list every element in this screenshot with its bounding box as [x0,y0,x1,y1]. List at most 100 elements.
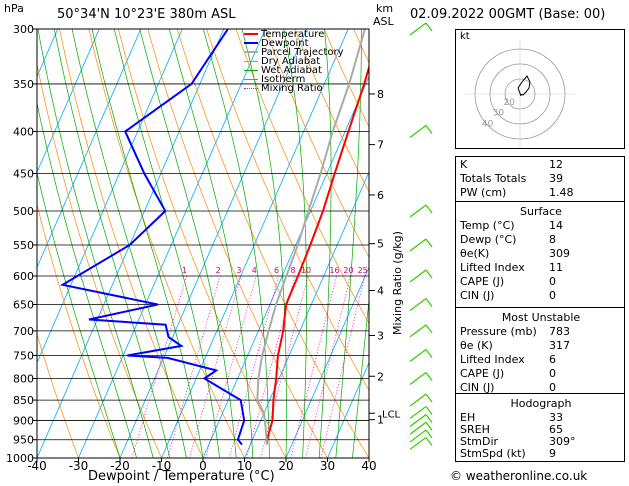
index-label: PW (cm) [460,186,507,199]
parcel-trajectory-line [256,29,366,445]
hodo-param-label: SREH [460,423,490,436]
wind-barb-flag [425,437,433,446]
x-axis-title: Dewpoint / Temperature (°C) [88,469,275,484]
temperature-tick-label: 30 [320,459,335,473]
pressure-tick-label: 800 [13,372,34,385]
height-tick-label: 4 [377,285,384,298]
wind-barb [409,429,427,443]
most-unstable-title: Most Unstable [501,311,581,324]
pressure-tick-label: 600 [13,270,34,283]
mixing-ratio-label: 16 [329,266,339,275]
mu-label: CAPE (J) [460,367,505,380]
index-label: Totals Totals [460,172,527,185]
legend-item-parcel: Parcel Trajectory [244,48,344,58]
surface-value: 0 [549,275,556,288]
temperature-tick-label: -40 [27,459,47,473]
wind-barb-flag [425,421,433,431]
wind-barb [409,393,427,407]
hodo-param-label: StmSpd (kt) [460,447,526,460]
height-tick-label: 2 [377,370,384,383]
wind-barb [409,125,427,138]
wind-barb [409,238,427,252]
hodograph-panel: kt [455,29,625,149]
dry-adiabat-line [294,29,369,193]
pressure-tick-label: 900 [13,414,34,427]
isotherm-line [78,29,266,458]
wind-barb [409,349,427,362]
wind-barb [409,421,427,435]
wind-barb-flag [425,238,433,248]
surface-label: θe(K) [460,247,490,260]
pressure-tick-label: 400 [13,126,34,139]
mu-value: 0 [549,367,556,380]
index-label: K [460,158,468,171]
wind-barb-flag [425,372,433,381]
surface-value: 0 [549,289,556,302]
surface-label: CAPE (J) [460,275,505,288]
height-unit-top: km [376,2,394,15]
height-tick-label: 8 [377,88,384,101]
isotherm-line [161,29,349,458]
hodograph-params-title: Hodograph [510,397,572,410]
mixing-ratio-label: 6 [274,266,279,275]
mixing-ratio-line [320,275,366,458]
mixing-ratio-label: 20 [343,266,353,275]
wind-barb [409,204,427,218]
isotherm-line [37,29,100,174]
wind-barb-flag [425,324,433,334]
height-unit-bottom: ASL [373,15,394,28]
surface-label: Lifted Index [460,261,525,274]
isotherm-line [37,29,183,364]
wind-barb [409,22,427,36]
wind-barb [409,436,427,450]
surface-value: 309 [549,247,570,260]
wind-barb-flag [425,204,433,214]
hodo-param-value: 65 [549,423,563,436]
datetime-title: 02.09.2022 00GMT (Base: 00) [410,7,606,22]
surface-value: 14 [549,219,563,232]
legend-item-dewpoint: Dewpoint [244,39,309,49]
temperature-tick-label: -30 [69,459,89,473]
temperature-tick-label: 20 [278,459,293,473]
wet-adiabat-line [91,29,204,458]
pressure-tick-label: 850 [13,394,34,407]
hodograph-unit-label: kt [460,31,470,42]
surface-label: Dewp (°C) [460,233,517,246]
hodo-param-value: 309° [549,435,576,448]
footer-credit: © weatheronline.co.uk [450,469,588,483]
index-value: 39 [549,172,563,185]
mixing-ratio-line [290,275,337,458]
mixing-ratio-line [167,275,221,458]
height-tick-label: 7 [377,139,384,152]
wind-barb [409,372,427,385]
legend-item-isotherm: Isotherm [244,75,305,85]
pressure-tick-label: 750 [13,349,34,362]
mu-label: θe (K) [460,339,493,352]
height-tick-label: 6 [377,189,384,202]
hodo-param-label: StmDir [460,435,499,448]
legend-item-temperature: Temperature [244,30,324,40]
wind-barb [409,269,427,283]
pressure-tick-label: 450 [13,167,34,180]
wind-barb [409,413,427,427]
hodograph-params-section: Hodograph EH 33 SREH 65 StmDir 309° StmSpd … [456,393,624,462]
wind-barb [409,324,427,338]
pressure-tick-label: 350 [13,78,34,91]
isotherm-line [327,361,369,458]
mixing-ratio-label: 3 [236,266,241,275]
pressure-tick-label: 950 [13,434,34,447]
hodograph-trace [517,75,531,97]
isotherm-line [285,266,369,458]
most-unstable-section: Most Unstable Pressure (mb) 783 θe (K) 317… [456,307,624,394]
mixing-ratio-label: 25 [358,266,368,275]
wind-barb-flag [425,393,433,403]
wind-barb-flag [425,406,433,415]
hodo-param-value: 9 [549,447,556,460]
wind-barb-flag [425,125,433,134]
temperature-tick-label: -20 [110,459,130,473]
indices-table: K 12 Totals Totals 39 PW (cm) 1.48 Surface … [455,156,625,462]
temperature-tick-label: 40 [361,459,376,473]
wind-barb-flag [425,429,433,439]
pressure-tick-label: 500 [13,205,34,218]
